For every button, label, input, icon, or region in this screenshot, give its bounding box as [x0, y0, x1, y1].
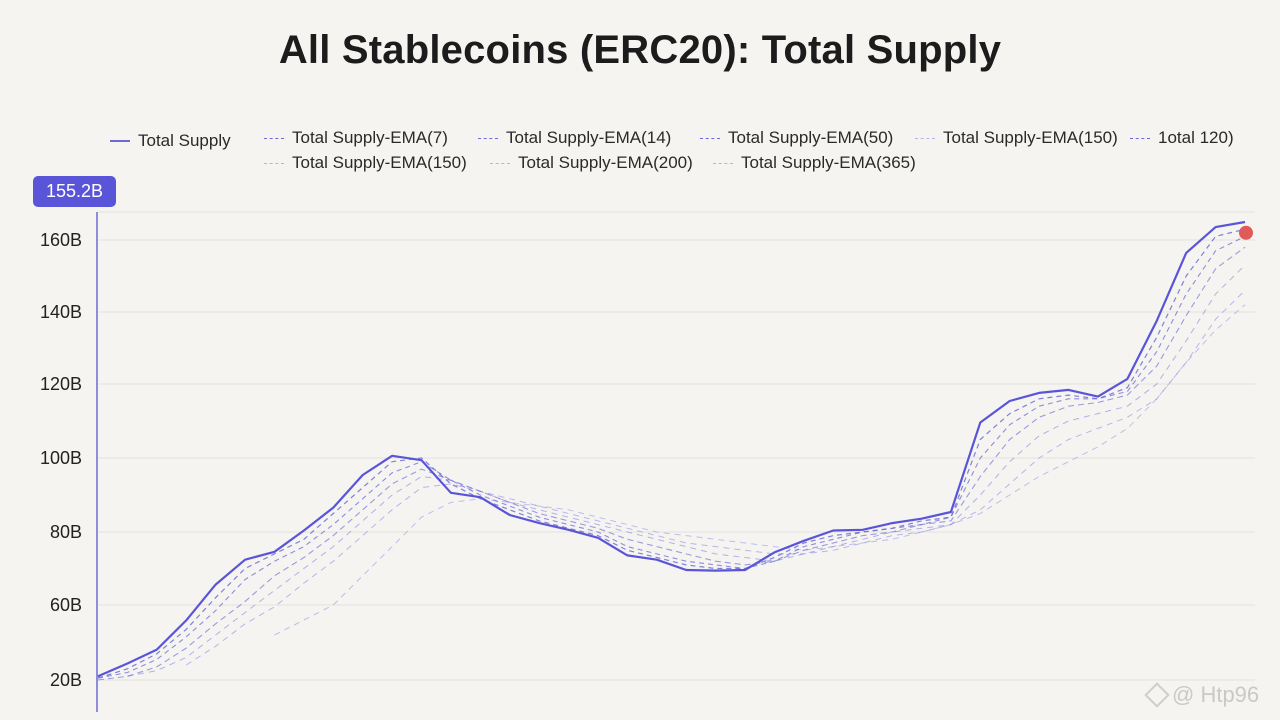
series-line-total-supply-ema-14 — [97, 235, 1246, 679]
legend-swatch — [1130, 137, 1150, 139]
chart-title: All Stablecoins (ERC20): Total Supply — [278, 28, 1002, 72]
gridlines — [98, 211, 1255, 681]
legend-swatch — [264, 137, 284, 139]
current-marker — [1239, 225, 1253, 240]
legend-item-ema200[interactable]: Total Supply-EMA(200) — [490, 153, 693, 173]
legend-item-ema7[interactable]: Total Supply-EMA(7) — [264, 128, 448, 148]
series-line-total-supply — [97, 220, 1246, 678]
watermark: @ Htp96 — [1144, 682, 1259, 708]
legend-swatch — [478, 137, 498, 139]
y-tick-label: 120B — [40, 374, 82, 394]
y-tick-label: 140B — [40, 302, 82, 322]
legend-item-ema150-a[interactable]: Total Supply-EMA(150) — [915, 128, 1118, 148]
legend-item-ema150-b[interactable]: Total Supply-EMA(150) — [264, 153, 467, 173]
y-tick-label: 80B — [50, 522, 82, 542]
series-line-total-supply-ema-50 — [97, 246, 1246, 681]
current-value-badge: 155.2B — [33, 176, 116, 207]
y-tick-label: 60B — [50, 595, 82, 615]
legend-item-total-120[interactable]: 1otal 120) — [1130, 128, 1234, 148]
legend-item-ema365[interactable]: Total Supply-EMA(365) — [713, 153, 916, 173]
legend-swatch — [713, 162, 733, 164]
legend-item-total-supply[interactable]: Total Supply — [110, 131, 231, 151]
y-tick-label: 160B — [40, 230, 82, 250]
series-line-total-supply-ema-200 — [185, 290, 1246, 666]
y-axis-ticks: 20B 60B 80B 100B 120B 140B 160B — [40, 230, 82, 690]
current-point-marker — [1239, 225, 1253, 240]
series-lines — [97, 220, 1246, 681]
legend-item-ema50[interactable]: Total Supply-EMA(50) — [700, 128, 893, 148]
y-tick-label: 100B — [40, 448, 82, 468]
diamond-logo-icon — [1144, 682, 1170, 708]
series-line-total-supply-ema-365 — [274, 304, 1246, 636]
legend-swatch — [915, 137, 935, 139]
legend-swatch — [264, 162, 284, 164]
legend-swatch — [700, 137, 720, 139]
legend-swatch — [490, 162, 510, 164]
series-line-total-supply-ema-7 — [97, 228, 1246, 679]
series-line-total-supply-ema-150 — [127, 264, 1246, 677]
legend-item-ema14[interactable]: Total Supply-EMA(14) — [478, 128, 671, 148]
legend-swatch — [110, 140, 130, 142]
y-tick-label: 20B — [50, 670, 82, 690]
